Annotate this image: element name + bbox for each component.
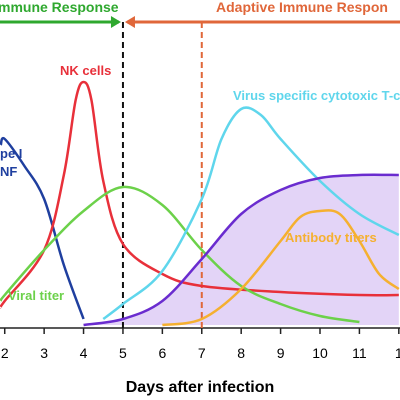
series-label: pe I (0, 146, 22, 161)
series-label: Antibody titers (285, 230, 377, 245)
series-label: Virus specific cytotoxic T-c (233, 88, 400, 103)
series-line (0, 136, 85, 320)
arrowhead (124, 16, 135, 28)
series-line (0, 185, 360, 324)
series-line (102, 106, 400, 320)
x-tick-label: 2 (1, 345, 9, 361)
series-line (0, 80, 399, 309)
x-tick-label: 7 (198, 345, 206, 361)
x-tick-label: 9 (277, 345, 285, 361)
series-label: Viral titer (8, 288, 64, 303)
x-tick-label: 6 (158, 345, 166, 361)
series-label: NF (0, 164, 17, 179)
area-fill (83, 174, 399, 325)
series-line (162, 209, 400, 327)
series-label: NK cells (60, 63, 111, 78)
arrowhead (110, 16, 121, 28)
x-tick-label: 3 (40, 345, 48, 361)
series-line (83, 173, 399, 327)
x-tick-label: 8 (237, 345, 245, 361)
x-tick-label: 4 (80, 345, 88, 361)
x-tick-label: 5 (119, 345, 127, 361)
phase-label: mmune Response (0, 0, 119, 15)
x-tick-label: 10 (312, 345, 328, 361)
phase-label: Adaptive Immune Respon (216, 0, 388, 15)
x-tick-label: 11 (352, 345, 367, 361)
x-axis-label: Days after infection (126, 379, 274, 396)
x-tick-label: 1 (395, 345, 400, 361)
